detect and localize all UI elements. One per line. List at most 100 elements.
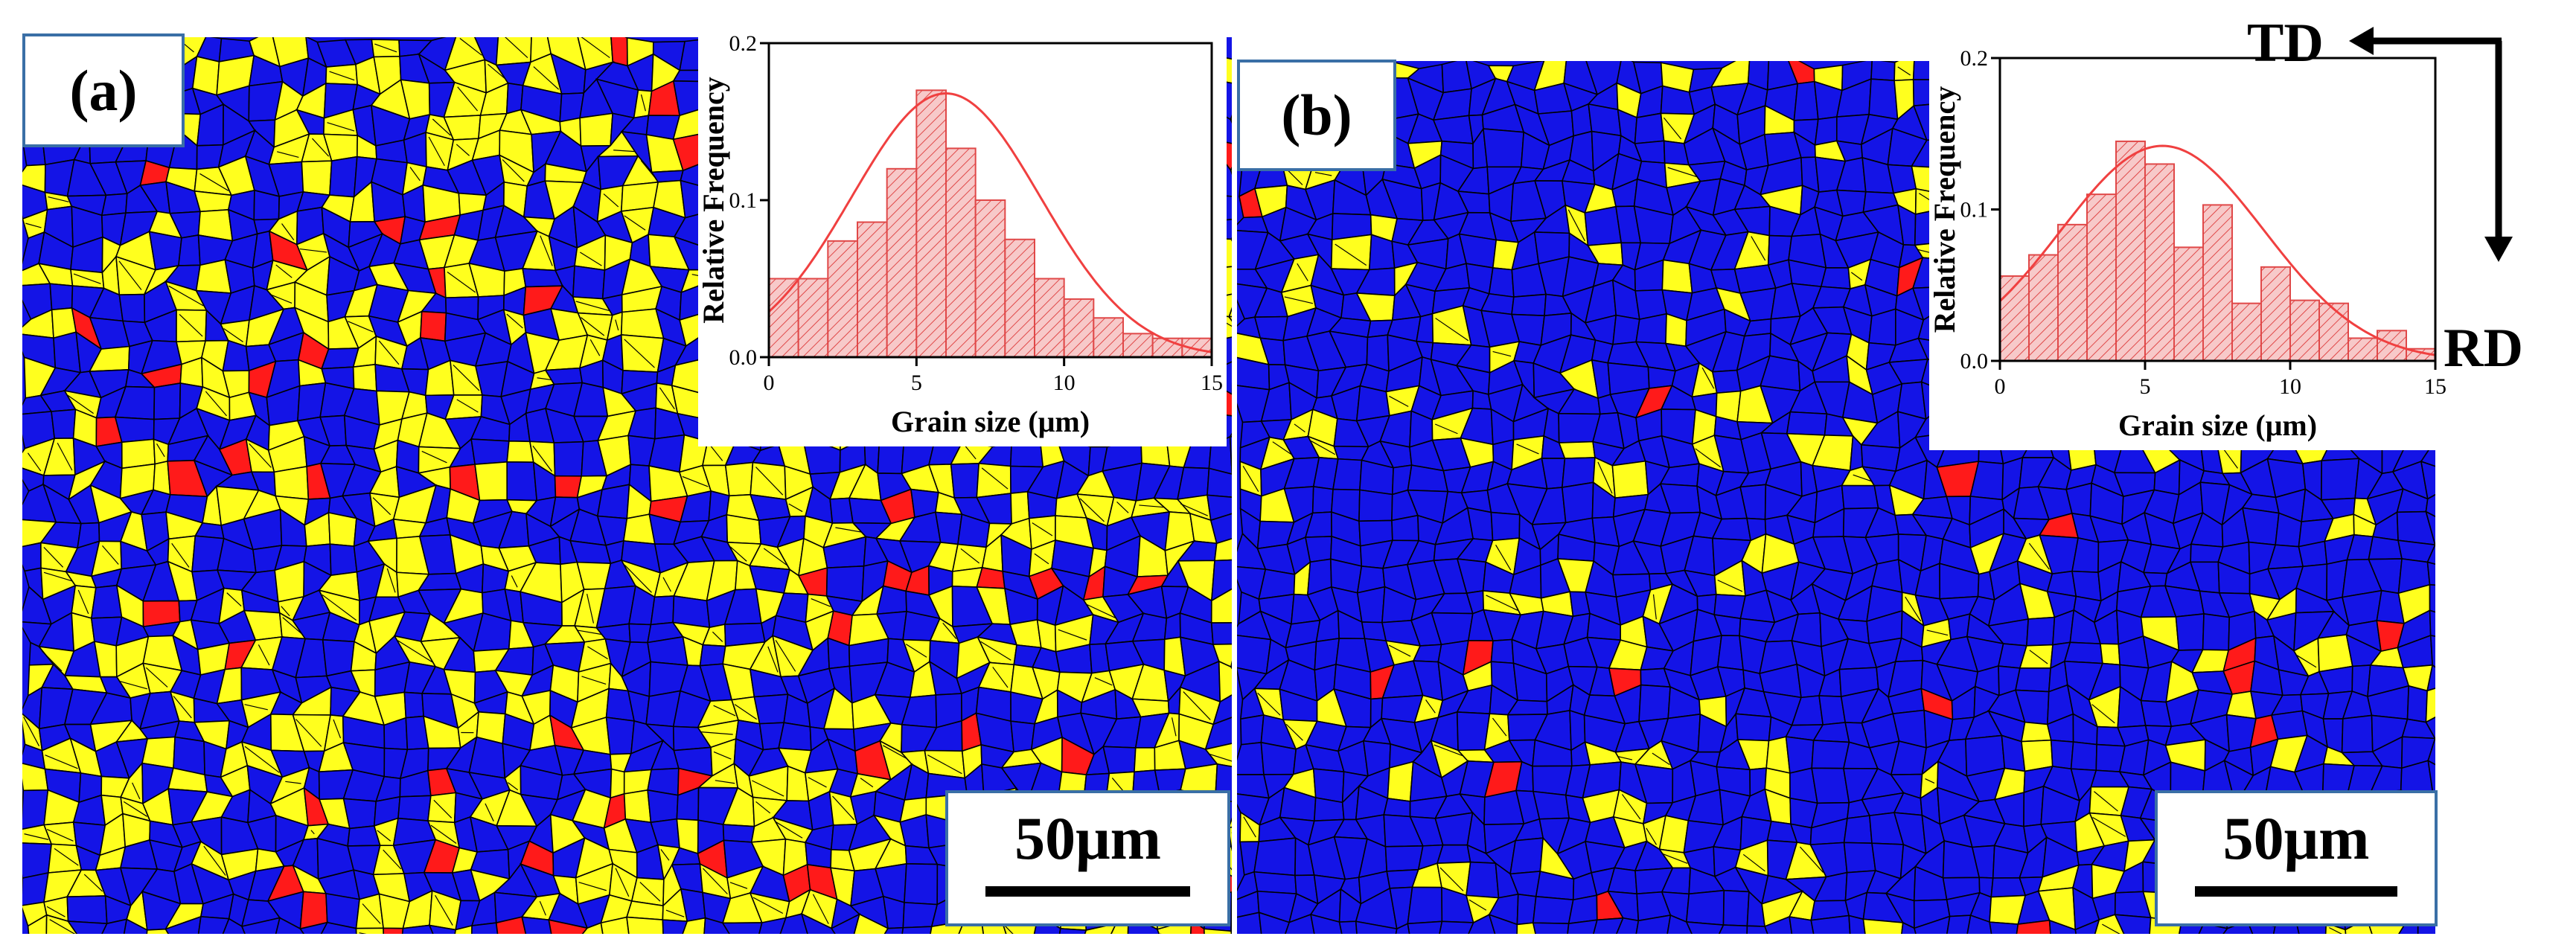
grain	[1218, 660, 1232, 703]
twin-boundary	[1086, 603, 1116, 618]
twin-boundary	[506, 313, 523, 329]
twin-boundary	[665, 909, 685, 917]
twin-boundary	[660, 849, 670, 861]
twin-boundary	[1925, 778, 1935, 784]
grain	[662, 919, 688, 934]
grain	[2021, 721, 2052, 743]
twin-boundary	[540, 235, 553, 266]
twin-boundary	[703, 868, 728, 894]
grain	[1311, 486, 1334, 514]
grain	[1532, 922, 1570, 934]
grain	[470, 438, 510, 465]
twin-boundary	[755, 467, 784, 496]
grain	[682, 917, 706, 934]
twin-boundary	[275, 264, 293, 278]
twin-boundary	[812, 894, 829, 924]
twin-boundary	[1667, 167, 1698, 178]
grain	[626, 916, 664, 934]
twin-boundary	[581, 37, 610, 59]
twin-boundary	[281, 606, 290, 617]
grain	[579, 112, 613, 147]
twin-boundary	[1257, 692, 1281, 716]
grain	[403, 691, 424, 719]
twin-boundary	[2094, 791, 2118, 812]
twin-boundary	[927, 755, 962, 775]
twin-boundary	[1116, 501, 1129, 513]
grain	[66, 920, 108, 934]
histogram-bar	[1034, 278, 1065, 358]
twin-boundary	[25, 222, 42, 228]
twin-boundary	[123, 801, 147, 817]
twin-boundary	[179, 314, 203, 337]
twin-boundary	[575, 301, 610, 312]
grain	[1989, 921, 2019, 934]
grain	[2406, 685, 2428, 723]
histogram-bar	[2348, 337, 2378, 362]
twin-boundary	[282, 617, 303, 635]
scale-bar-b	[2195, 886, 2397, 897]
twin-boundary	[1272, 441, 1292, 455]
twin-boundary	[589, 339, 601, 356]
grain	[581, 922, 604, 934]
grain	[222, 917, 246, 934]
histogram-bar	[945, 147, 977, 358]
twin-boundary	[615, 319, 619, 331]
grain	[600, 916, 630, 934]
twin-boundary	[322, 594, 357, 621]
twin-boundary	[1242, 465, 1259, 493]
grain	[1901, 921, 1917, 934]
grain	[1436, 844, 1471, 865]
twin-boundary	[603, 193, 619, 208]
twin-boundary	[659, 387, 675, 410]
twin-boundary	[1139, 504, 1167, 508]
twin-boundary	[383, 849, 402, 870]
twin-boundary	[1701, 367, 1715, 389]
twin-boundary	[1183, 691, 1211, 720]
twin-boundary	[199, 173, 229, 191]
twin-boundary	[682, 475, 709, 487]
grain	[831, 913, 860, 934]
grain	[118, 293, 146, 324]
twin-boundary	[763, 548, 787, 566]
grain	[2270, 710, 2308, 740]
twin-boundary	[54, 848, 79, 866]
grain	[2425, 717, 2435, 740]
histogram-bar	[2057, 223, 2088, 362]
histogram-bar	[2115, 140, 2146, 362]
twin-boundary	[299, 248, 327, 253]
grain	[1685, 921, 1725, 934]
twin-boundary	[1897, 66, 1911, 76]
twin-boundary	[1597, 461, 1613, 494]
twin-boundary	[905, 644, 927, 658]
grain	[753, 693, 789, 725]
scale-bar-label-a: 50μm	[1014, 804, 1161, 872]
grain	[1814, 116, 1838, 146]
grain	[194, 190, 232, 213]
grain	[1206, 494, 1232, 522]
histogram-chart-b: 0 5 10 15 0.0 0.1 0.2 Grain size (μm) Relative F…	[1929, 46, 2446, 442]
twin-boundary	[1314, 172, 1332, 176]
twin-boundary	[156, 443, 165, 458]
twin-boundary	[860, 778, 874, 788]
grain	[275, 917, 305, 934]
grain	[1532, 765, 1573, 796]
grain	[1204, 743, 1232, 767]
twin-boundary	[378, 340, 400, 365]
histogram-bar	[2377, 330, 2407, 362]
grain	[49, 283, 74, 311]
grain	[623, 789, 652, 824]
grain	[2425, 510, 2435, 546]
grain	[101, 918, 128, 934]
grain	[352, 363, 377, 392]
twin-boundary	[57, 442, 73, 471]
twin-boundary	[981, 467, 1009, 490]
scale-bar-label-b: 50μm	[2222, 804, 2370, 872]
grain	[2023, 785, 2045, 827]
grain	[1811, 740, 1850, 769]
grain	[1786, 411, 1828, 436]
twin-boundary	[775, 640, 796, 672]
twin-boundary	[1285, 723, 1303, 741]
grain	[1253, 315, 1288, 342]
grain	[2425, 688, 2435, 723]
gaussian-fit-curve	[767, 92, 1212, 353]
